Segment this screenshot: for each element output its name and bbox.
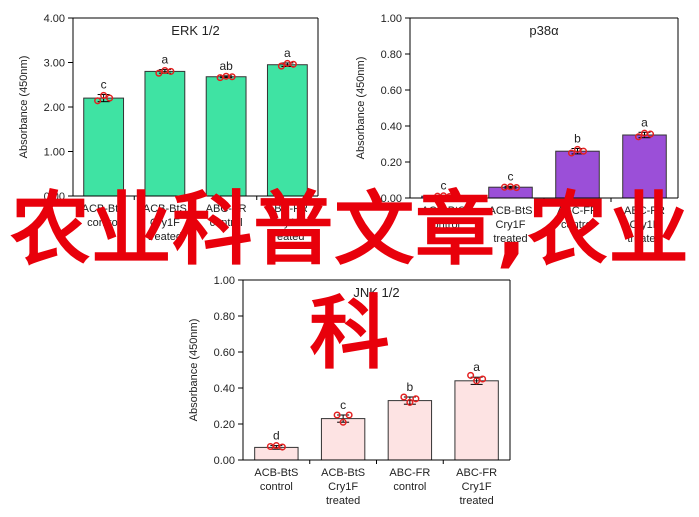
replicate-point [473, 377, 481, 385]
bar [454, 380, 499, 461]
value-label: c [441, 178, 447, 192]
replicate-point [479, 375, 487, 383]
x-tick-label: ABC-FR control [557, 205, 598, 231]
y-tick-label: 0.60 [214, 347, 235, 359]
x-tick-label: ABC-FR control [206, 203, 247, 229]
x-tick-label: ACB-BtS control [254, 467, 298, 493]
replicate-point [445, 193, 454, 201]
y-tick-label: 0.20 [381, 157, 402, 169]
bar [555, 150, 600, 199]
y-tick-label: 1.00 [44, 147, 65, 159]
y-tick-label: 0.00 [214, 455, 235, 467]
x-tick-label: ABC-FR control [389, 467, 430, 493]
replicate-point [573, 145, 582, 153]
replicate-point [228, 73, 236, 81]
replicate-point [155, 69, 163, 77]
x-tick-label: ACB-BtS Cry1F treated [143, 203, 187, 243]
y-axis-label: Absorbance (450nm) [355, 57, 367, 160]
replicate-point [512, 184, 521, 192]
chart-title: ERK 1/2 [171, 23, 219, 38]
y-tick-label: 3.00 [44, 58, 65, 70]
chart-title: p38α [529, 23, 559, 38]
y-tick-label: 0.00 [44, 191, 65, 203]
value-label: a [284, 46, 291, 60]
chart-title: JNK 1/2 [353, 285, 399, 300]
replicate-point [277, 62, 285, 70]
replicate-point [333, 411, 341, 419]
replicate-point [406, 398, 414, 406]
y-tick-label: 1.00 [381, 13, 402, 25]
value-label: ab [219, 59, 233, 73]
value-label: b [574, 132, 581, 146]
value-label: b [407, 380, 414, 394]
overlay-text: 农业科普文章,农业科 [10, 183, 690, 380]
replicate-point [567, 149, 576, 157]
replicate-point [106, 94, 114, 102]
value-label: d [273, 429, 280, 443]
x-tick-label: ACB-BtS Cry1F treated [321, 467, 365, 507]
x-tick-label: ACB-BtS Cry1F treated [488, 205, 532, 245]
bar [622, 134, 667, 199]
replicate-point [345, 411, 353, 419]
value-label: a [162, 53, 169, 67]
bar [205, 76, 247, 197]
replicate-point [278, 443, 286, 451]
bar [83, 97, 125, 197]
y-axis-label: Absorbance (450nm) [188, 319, 200, 422]
value-label: c [508, 169, 514, 183]
replicate-point [289, 60, 297, 68]
bar [387, 400, 433, 461]
replicate-point [634, 133, 643, 141]
replicate-point [467, 371, 475, 379]
value-label: c [101, 78, 107, 92]
y-tick-label: 4.00 [44, 13, 65, 25]
y-tick-label: 1.00 [214, 275, 235, 287]
replicate-point [400, 393, 408, 401]
y-tick-label: 0.80 [214, 311, 235, 323]
y-tick-label: 0.20 [214, 419, 235, 431]
x-tick-label: ACB-BtS control [421, 205, 465, 231]
value-label: a [473, 360, 480, 374]
replicate-point [579, 147, 588, 155]
y-tick-label: 0.60 [381, 85, 402, 97]
y-tick-label: 0.00 [381, 193, 402, 205]
replicate-point [167, 67, 175, 75]
x-tick-label: ABC-FR Cry1F treated [456, 467, 497, 507]
y-tick-label: 2.00 [44, 102, 65, 114]
value-label: a [641, 115, 648, 129]
value-label: c [340, 398, 346, 412]
replicate-point [646, 130, 655, 138]
x-tick-label: ACB-BtS control [82, 203, 126, 229]
replicate-point [339, 418, 347, 426]
replicate-point [100, 91, 108, 99]
y-axis-label: Absorbance (450nm) [18, 56, 30, 159]
bar [266, 64, 308, 197]
replicate-point [412, 395, 420, 403]
y-tick-label: 0.80 [381, 49, 402, 61]
y-tick-label: 0.40 [381, 121, 402, 133]
replicate-point [94, 97, 102, 105]
bar [144, 70, 186, 197]
x-tick-label: ABC-FR Cry1F treated [267, 203, 308, 243]
y-tick-label: 0.40 [214, 383, 235, 395]
x-tick-label: ABC-FR Cry1F treated [624, 205, 665, 245]
error-bar [337, 414, 350, 423]
